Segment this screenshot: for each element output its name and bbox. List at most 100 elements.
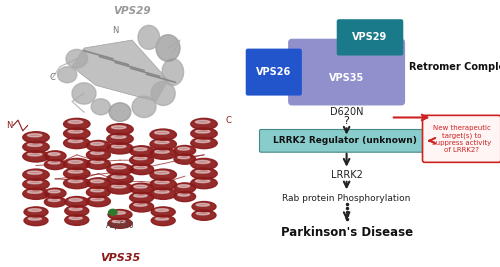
Ellipse shape xyxy=(23,188,49,199)
Ellipse shape xyxy=(86,150,110,160)
Ellipse shape xyxy=(107,164,133,175)
Ellipse shape xyxy=(68,120,82,124)
Ellipse shape xyxy=(86,196,110,207)
Ellipse shape xyxy=(174,191,196,202)
Ellipse shape xyxy=(69,207,82,210)
Text: Parkinson's Disease: Parkinson's Disease xyxy=(280,226,412,239)
Ellipse shape xyxy=(44,197,66,207)
Ellipse shape xyxy=(65,215,89,225)
Ellipse shape xyxy=(178,185,190,187)
Text: VPS29: VPS29 xyxy=(352,32,388,42)
Ellipse shape xyxy=(65,206,89,216)
Ellipse shape xyxy=(174,154,196,164)
Ellipse shape xyxy=(64,118,90,129)
Ellipse shape xyxy=(28,153,42,156)
Ellipse shape xyxy=(191,128,217,139)
Ellipse shape xyxy=(150,139,176,150)
Ellipse shape xyxy=(24,215,48,226)
Ellipse shape xyxy=(64,138,90,149)
Ellipse shape xyxy=(107,133,133,144)
Text: N: N xyxy=(112,26,118,35)
Ellipse shape xyxy=(178,156,190,159)
Ellipse shape xyxy=(154,190,169,193)
Ellipse shape xyxy=(28,143,42,146)
Ellipse shape xyxy=(196,170,210,173)
Ellipse shape xyxy=(196,203,209,206)
Ellipse shape xyxy=(151,215,175,226)
Text: LRRK2 Regulator (unknown): LRRK2 Regulator (unknown) xyxy=(274,136,417,145)
Ellipse shape xyxy=(134,194,147,197)
Ellipse shape xyxy=(112,166,126,169)
Ellipse shape xyxy=(90,189,104,192)
Ellipse shape xyxy=(90,142,104,145)
Ellipse shape xyxy=(112,175,126,178)
Ellipse shape xyxy=(178,147,190,150)
Ellipse shape xyxy=(90,198,104,201)
Ellipse shape xyxy=(90,180,104,183)
Ellipse shape xyxy=(28,171,42,174)
Ellipse shape xyxy=(138,25,160,49)
Ellipse shape xyxy=(66,49,88,68)
Ellipse shape xyxy=(64,128,90,139)
Ellipse shape xyxy=(64,168,90,179)
Ellipse shape xyxy=(112,126,126,129)
Ellipse shape xyxy=(68,139,82,143)
Ellipse shape xyxy=(28,217,42,220)
Ellipse shape xyxy=(196,179,210,183)
Ellipse shape xyxy=(196,139,210,143)
Ellipse shape xyxy=(68,130,82,133)
Ellipse shape xyxy=(132,96,156,117)
Ellipse shape xyxy=(162,59,184,85)
Ellipse shape xyxy=(130,192,154,203)
Ellipse shape xyxy=(130,201,154,212)
Ellipse shape xyxy=(154,171,169,174)
Ellipse shape xyxy=(108,209,117,215)
Text: C: C xyxy=(50,73,56,82)
Ellipse shape xyxy=(150,188,176,199)
Ellipse shape xyxy=(64,178,90,189)
Text: VPS35: VPS35 xyxy=(100,253,140,263)
Ellipse shape xyxy=(86,159,110,169)
Ellipse shape xyxy=(90,151,104,154)
Text: C: C xyxy=(225,116,231,125)
Ellipse shape xyxy=(108,218,132,228)
Ellipse shape xyxy=(112,211,126,214)
Ellipse shape xyxy=(191,158,217,170)
Ellipse shape xyxy=(86,187,110,198)
Ellipse shape xyxy=(191,138,217,149)
Ellipse shape xyxy=(178,193,190,196)
Ellipse shape xyxy=(24,207,48,217)
Ellipse shape xyxy=(112,135,126,138)
Ellipse shape xyxy=(48,153,60,155)
Ellipse shape xyxy=(191,118,217,129)
Text: VPS26: VPS26 xyxy=(256,67,292,77)
Ellipse shape xyxy=(134,148,147,151)
Ellipse shape xyxy=(130,146,154,156)
Ellipse shape xyxy=(48,190,60,193)
Ellipse shape xyxy=(68,179,82,183)
Ellipse shape xyxy=(134,157,147,160)
Text: LRRK2: LRRK2 xyxy=(330,170,362,180)
Ellipse shape xyxy=(112,185,126,188)
Ellipse shape xyxy=(150,179,176,190)
FancyBboxPatch shape xyxy=(336,19,404,56)
Ellipse shape xyxy=(90,160,104,163)
Ellipse shape xyxy=(107,124,133,135)
Ellipse shape xyxy=(65,197,89,207)
Text: D620N: D620N xyxy=(330,107,364,117)
Ellipse shape xyxy=(28,134,42,137)
Ellipse shape xyxy=(23,169,49,180)
Ellipse shape xyxy=(192,210,216,220)
Ellipse shape xyxy=(44,151,66,161)
Ellipse shape xyxy=(191,178,217,189)
Ellipse shape xyxy=(112,220,126,223)
Ellipse shape xyxy=(156,217,168,220)
Ellipse shape xyxy=(130,164,154,175)
Ellipse shape xyxy=(107,143,133,154)
Ellipse shape xyxy=(196,130,210,133)
Ellipse shape xyxy=(174,146,196,156)
Ellipse shape xyxy=(28,190,42,193)
Ellipse shape xyxy=(23,151,49,162)
FancyBboxPatch shape xyxy=(422,115,500,162)
Ellipse shape xyxy=(174,183,196,193)
